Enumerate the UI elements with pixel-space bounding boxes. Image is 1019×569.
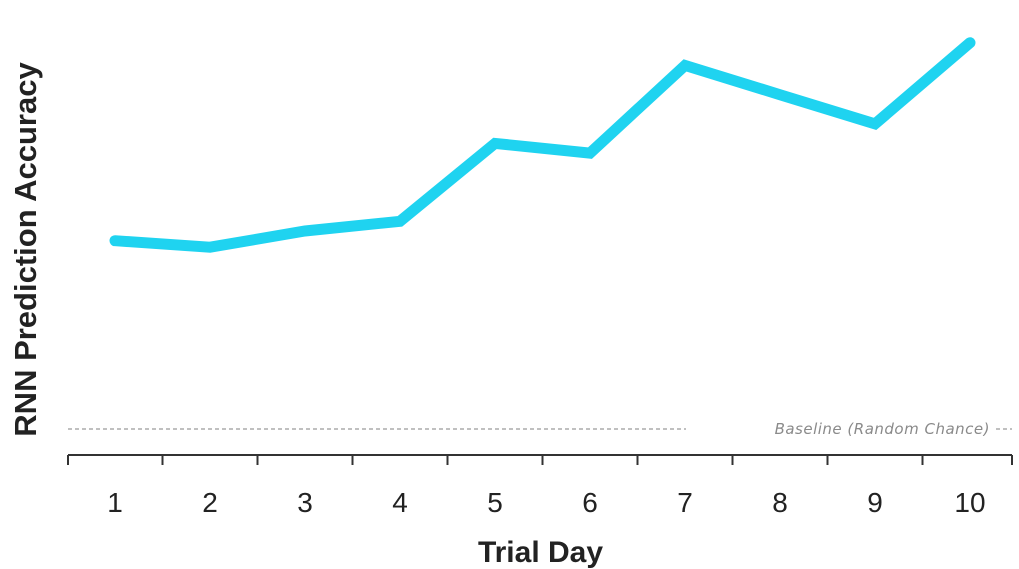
x-tick-label: 4 xyxy=(392,487,408,518)
series-line xyxy=(109,37,976,253)
series-layer xyxy=(109,37,976,253)
x-tick-label: 8 xyxy=(772,487,788,518)
x-ticks: 1 2 3 4 5 6 7 8 9 10 xyxy=(67,455,1013,518)
x-tick-label: 7 xyxy=(677,487,693,518)
x-tick-label: 2 xyxy=(202,487,218,518)
x-tick-label: 10 xyxy=(954,487,985,518)
x-axis: 1 2 3 4 5 6 7 8 9 10 xyxy=(67,454,1013,518)
x-tick-label: 9 xyxy=(867,487,883,518)
x-tick-label: 6 xyxy=(582,487,598,518)
baseline-group: Baseline (Random Chance) xyxy=(68,420,1012,438)
y-axis-title: RNN Prediction Accuracy xyxy=(8,62,43,437)
x-axis-title: Trial Day xyxy=(478,536,603,569)
x-tick-label: 1 xyxy=(107,487,123,518)
x-tick-label: 5 xyxy=(487,487,503,518)
x-tick-label: 3 xyxy=(297,487,313,518)
baseline-label: Baseline (Random Chance) xyxy=(775,420,990,438)
